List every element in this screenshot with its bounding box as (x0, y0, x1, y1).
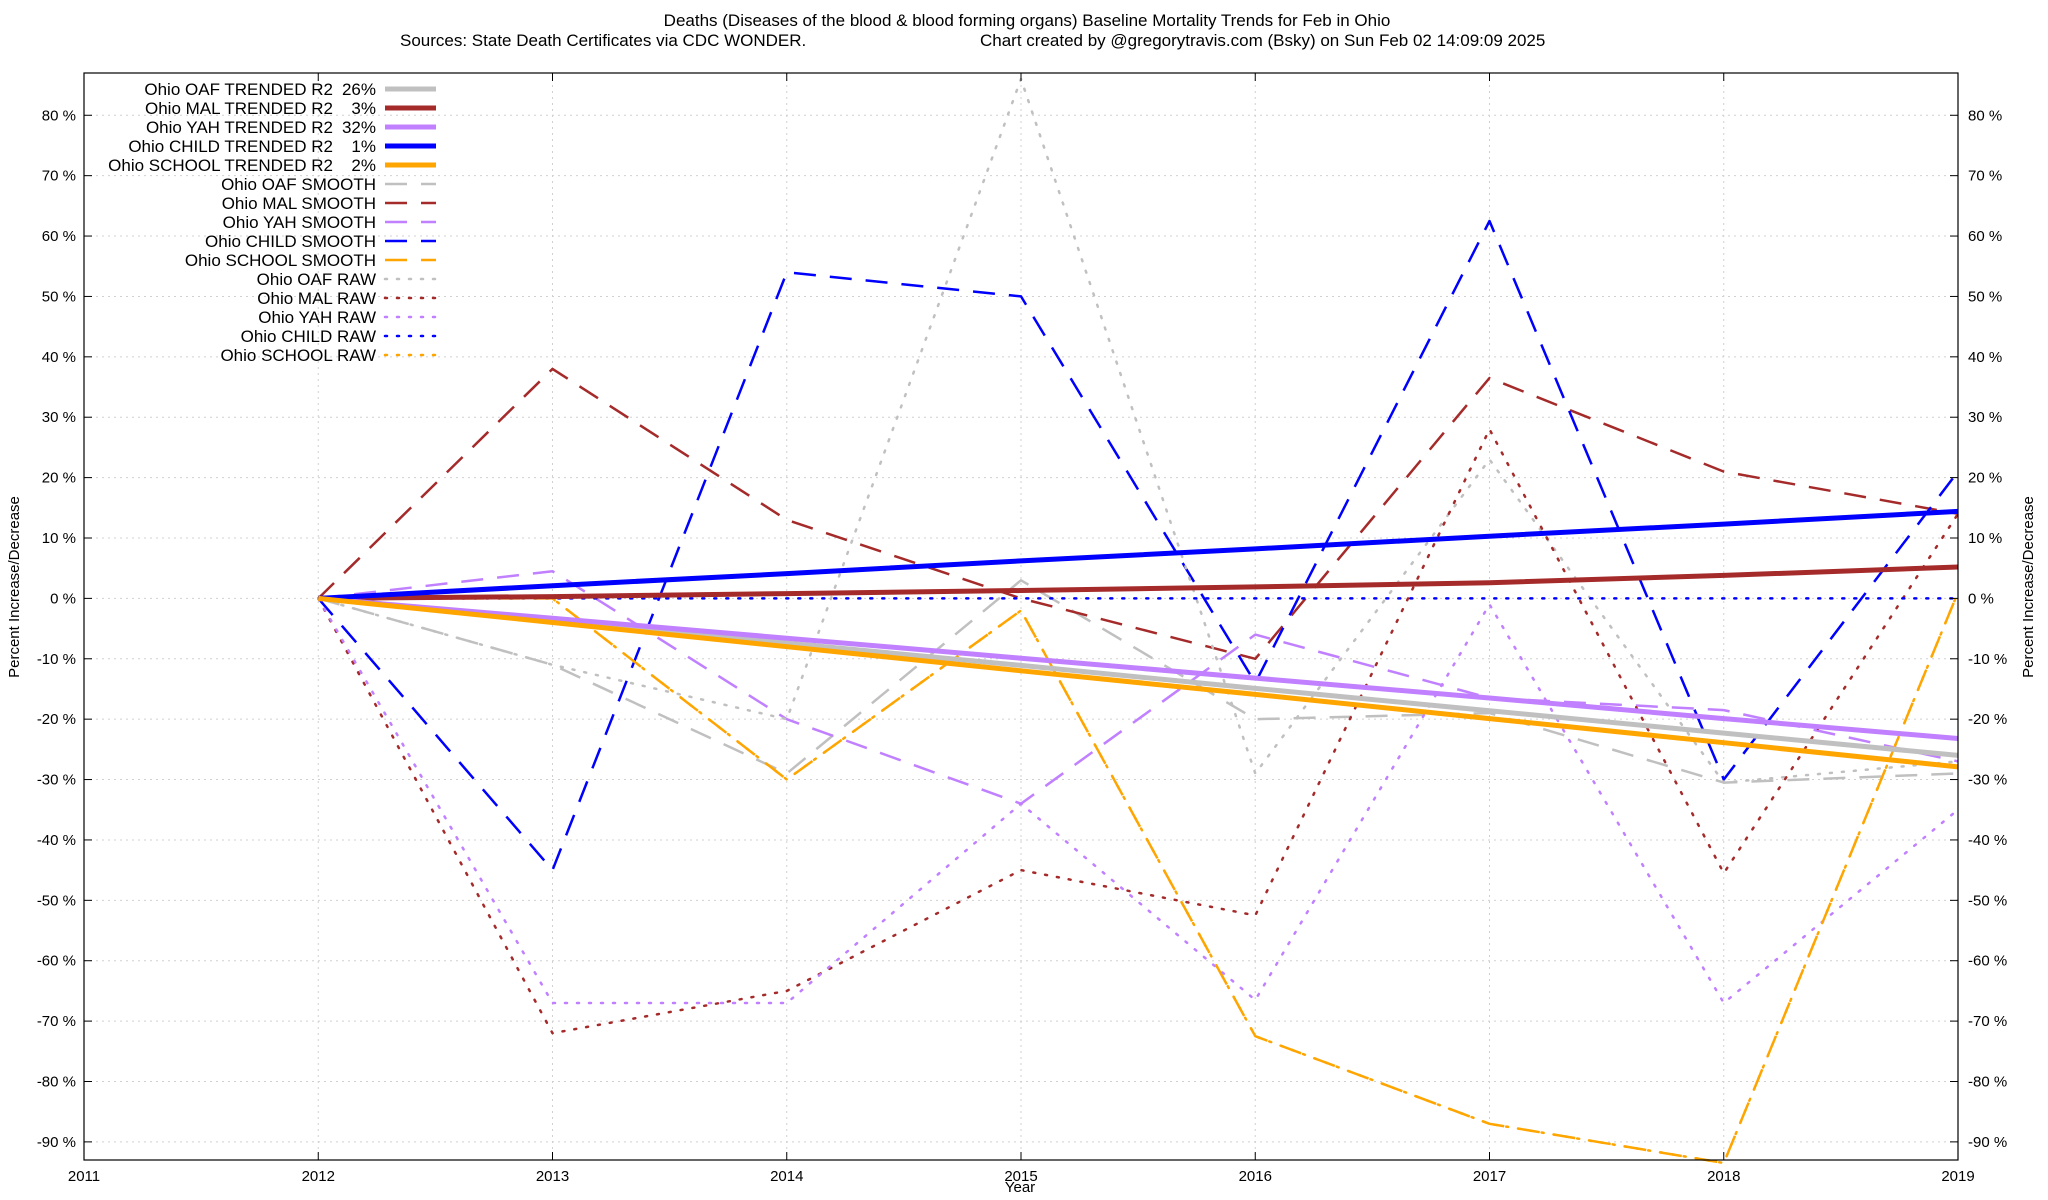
y-tick-label-left: 50 % (42, 288, 76, 305)
y-tick-label-right: -80 % (1968, 1073, 2007, 1090)
legend-r2-value: 1% (351, 137, 376, 156)
y-tick-label-right: 0 % (1968, 590, 1994, 607)
y-tick-label-left: 10 % (42, 530, 76, 547)
y-tick-label-left: 80 % (42, 107, 76, 124)
series-line-ohio-oaf-smooth (317, 579, 1959, 784)
legend-r2-value: 2% (351, 156, 376, 175)
legend-label: Ohio YAH SMOOTH (223, 213, 376, 232)
x-tick-label: 2015 (1004, 1168, 1037, 1185)
chart-subtitle-source: Sources: State Death Certificates via CD… (400, 31, 806, 50)
legend-label: Ohio OAF RAW (257, 270, 376, 289)
y-tick-label-left: 20 % (42, 470, 76, 487)
y-tick-label-right: 70 % (1968, 168, 2002, 185)
x-tick-label: 2011 (68, 1168, 100, 1185)
legend-label: Ohio SCHOOL TRENDED R2 (108, 156, 333, 175)
y-tick-label-left: -40 % (37, 832, 76, 849)
legend-label: Ohio SCHOOL RAW (220, 346, 376, 365)
y-tick-label-left: -20 % (37, 711, 76, 728)
y-tick-label-right: 60 % (1968, 228, 2002, 245)
series-line-ohio-mal-smooth (317, 367, 1959, 661)
y-tick-label-right: -10 % (1968, 651, 2007, 668)
y-tick-label-right: -30 % (1968, 772, 2007, 789)
y-tick-label-left: 30 % (42, 409, 76, 426)
y-tick-label-right: 40 % (1968, 349, 2002, 366)
legend-label: Ohio OAF SMOOTH (221, 175, 376, 194)
axis-ticks: 2011 2012 2013 2014 2015 2016 2017 2018 2019 80 %… (37, 73, 2007, 1185)
series-line-ohio-yah-raw (317, 597, 1960, 1005)
y-axis-label-right: Percent Increase/Decrease (2020, 496, 2037, 678)
series-line-ohio-child-smooth (317, 219, 1959, 872)
y-tick-label-right: -70 % (1968, 1013, 2007, 1030)
y-tick-label-right: -20 % (1968, 711, 2007, 728)
x-tick-label: 2013 (536, 1168, 569, 1185)
series-line-ohio-mal-trended-r2 (318, 564, 1959, 601)
series-lines (317, 77, 1960, 1165)
legend-label: Ohio YAH TRENDED R2 (146, 118, 333, 137)
y-tick-label-left: 0 % (50, 590, 76, 607)
x-tick-label: 2018 (1707, 1168, 1740, 1185)
y-tick-label-left: 40 % (42, 349, 76, 366)
y-tick-label-right: -90 % (1968, 1134, 2007, 1151)
series-line-ohio-yah-trended-r2 (318, 595, 1959, 741)
y-tick-label-left: -50 % (37, 892, 76, 909)
x-tick-label: 2014 (770, 1168, 803, 1185)
legend-label: Ohio CHILD SMOOTH (205, 232, 376, 251)
y-axis-label-left: Percent Increase/Decrease (6, 496, 23, 678)
legend-label: Ohio OAF TRENDED R2 (144, 80, 333, 99)
legend-label: Ohio MAL SMOOTH (222, 194, 376, 213)
y-tick-label-left: 70 % (42, 168, 76, 185)
y-tick-label-right: -60 % (1968, 953, 2007, 970)
y-tick-label-right: -40 % (1968, 832, 2007, 849)
y-tick-label-left: -70 % (37, 1013, 76, 1030)
series-line-ohio-child-trended-r2 (318, 508, 1959, 601)
y-tick-label-left: 60 % (42, 228, 76, 245)
y-tick-label-left: -90 % (37, 1134, 76, 1151)
y-tick-label-right: -50 % (1968, 892, 2007, 909)
series-line-ohio-school-smooth (318, 591, 1960, 1165)
y-tick-label-left: -60 % (37, 953, 76, 970)
x-tick-label: 2019 (1941, 1168, 1974, 1185)
y-tick-label-left: -80 % (37, 1073, 76, 1090)
y-tick-label-right: 30 % (1968, 409, 2002, 426)
y-tick-label-left: -10 % (37, 651, 76, 668)
legend: Ohio OAF TRENDED R2 26% Ohio MAL TRENDED R… (108, 80, 438, 365)
x-tick-label: 2017 (1473, 1168, 1506, 1185)
series-line-ohio-yah-smooth (318, 569, 1959, 805)
legend-label: Ohio CHILD RAW (241, 327, 376, 346)
legend-label: Ohio YAH RAW (258, 308, 376, 327)
y-tick-label-right: 80 % (1968, 107, 2002, 124)
legend-label: Ohio MAL RAW (257, 289, 376, 308)
y-tick-label-right: 50 % (1968, 288, 2002, 305)
legend-label: Ohio SCHOOL SMOOTH (185, 251, 376, 270)
chart-subtitle-credit: Chart created by @gregorytravis.com (Bsk… (980, 31, 1545, 50)
x-tick-label: 2012 (302, 1168, 335, 1185)
legend-label: Ohio CHILD TRENDED R2 (128, 137, 333, 156)
y-tick-label-right: 20 % (1968, 470, 2002, 487)
chart-title: Deaths (Diseases of the blood & blood fo… (664, 11, 1391, 30)
legend-label: Ohio MAL TRENDED R2 (145, 99, 333, 118)
x-tick-label: 2016 (1239, 1168, 1272, 1185)
series-line-ohio-mal-raw (317, 428, 1960, 1035)
legend-r2-value: 26% (342, 80, 376, 99)
legend-r2-value: 32% (342, 118, 376, 137)
series-line-ohio-school-trended-r2 (318, 595, 1959, 770)
series-line-ohio-school-raw (317, 591, 1960, 1165)
y-tick-label-left: -30 % (37, 772, 76, 789)
x-axis-label: Year (1005, 1179, 1035, 1196)
legend-r2-value: 3% (351, 99, 376, 118)
y-tick-label-right: 10 % (1968, 530, 2002, 547)
